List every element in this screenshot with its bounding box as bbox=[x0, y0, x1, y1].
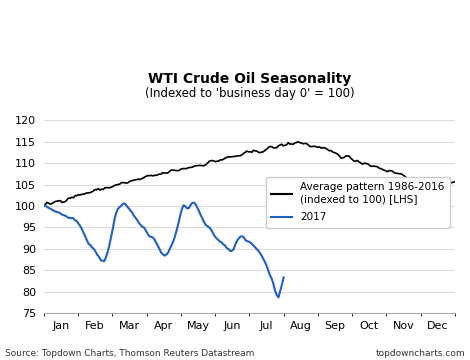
Text: Source: Topdown Charts, Thomson Reuters Datastream: Source: Topdown Charts, Thomson Reuters … bbox=[5, 349, 254, 358]
Legend: Average pattern 1986-2016
(indexed to 100) [LHS], 2017: Average pattern 1986-2016 (indexed to 10… bbox=[266, 177, 450, 228]
Text: topdowncharts.com: topdowncharts.com bbox=[376, 349, 465, 358]
Text: WTI Crude Oil Seasonality: WTI Crude Oil Seasonality bbox=[148, 72, 351, 86]
Text: (Indexed to 'business day 0' = 100): (Indexed to 'business day 0' = 100) bbox=[145, 87, 354, 100]
